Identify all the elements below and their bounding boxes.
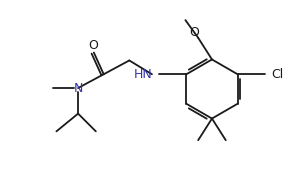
Text: O: O bbox=[189, 26, 199, 39]
Text: HN: HN bbox=[134, 68, 153, 81]
Text: Cl: Cl bbox=[271, 68, 283, 81]
Text: O: O bbox=[88, 39, 98, 52]
Text: N: N bbox=[74, 81, 83, 95]
